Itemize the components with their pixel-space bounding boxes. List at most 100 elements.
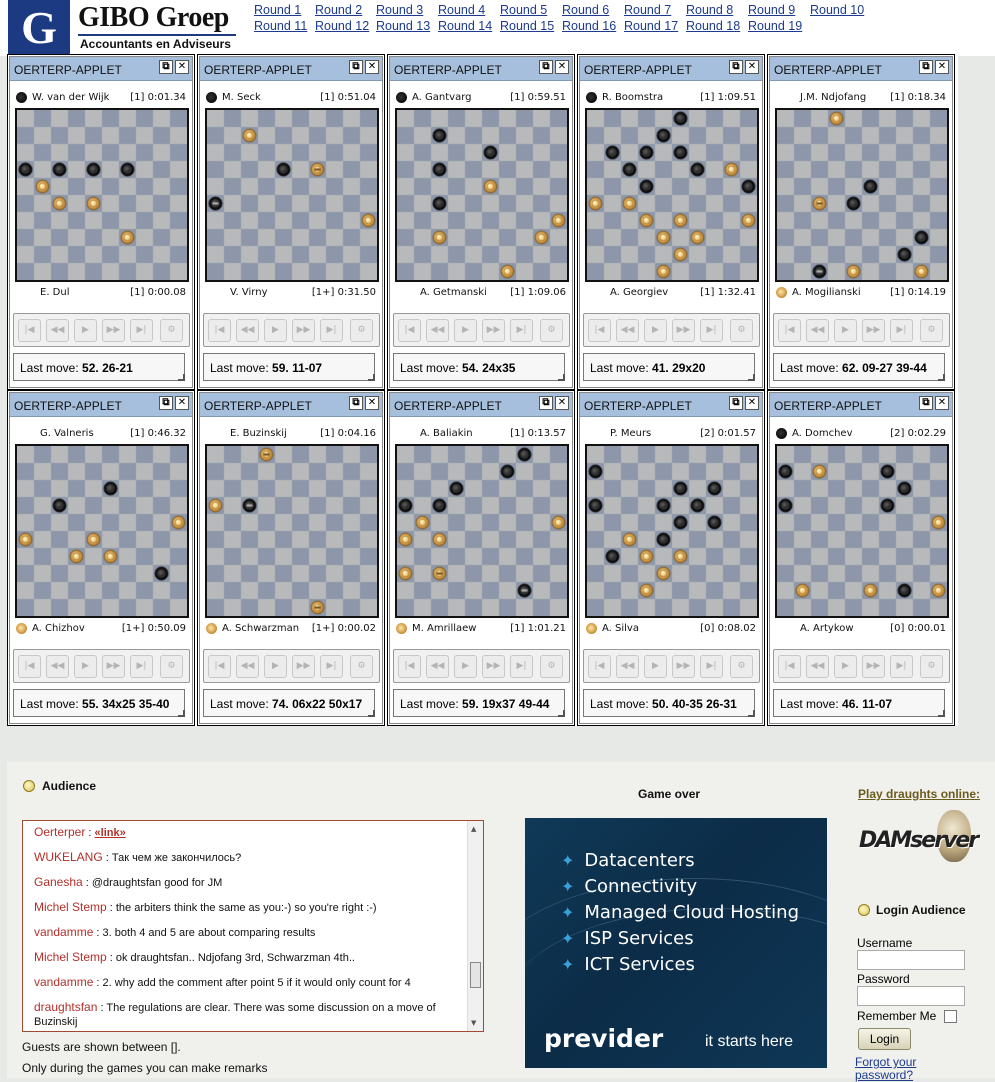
- round-link[interactable]: Round 17: [624, 18, 679, 33]
- round-link[interactable]: Round 18: [686, 18, 741, 33]
- round-link[interactable]: Round 13: [376, 18, 431, 33]
- popout-icon[interactable]: ⧉: [159, 396, 173, 410]
- first-move-icon[interactable]: |◀: [18, 319, 41, 342]
- next-move-icon[interactable]: ▶▶: [102, 319, 125, 342]
- next-move-icon[interactable]: ▶▶: [482, 655, 505, 678]
- next-move-icon[interactable]: ▶▶: [292, 319, 315, 342]
- first-move-icon[interactable]: |◀: [778, 655, 801, 678]
- settings-icon[interactable]: ⚙: [730, 655, 753, 678]
- last-move-icon[interactable]: ▶|: [890, 655, 913, 678]
- round-link[interactable]: Round 5: [500, 3, 548, 17]
- resize-grip-icon[interactable]: [178, 710, 185, 717]
- next-move-icon[interactable]: ▶▶: [672, 655, 695, 678]
- round-link[interactable]: Round 11: [254, 18, 308, 33]
- round-link[interactable]: Round 3: [376, 3, 424, 17]
- close-icon[interactable]: ✕: [555, 60, 569, 74]
- popout-icon[interactable]: ⧉: [919, 60, 933, 74]
- close-icon[interactable]: ✕: [365, 60, 379, 74]
- next-move-icon[interactable]: ▶▶: [862, 319, 885, 342]
- prev-move-icon[interactable]: ◀◀: [46, 319, 69, 342]
- play-icon[interactable]: ▶: [454, 319, 477, 342]
- popout-icon[interactable]: ⧉: [349, 396, 363, 410]
- first-move-icon[interactable]: |◀: [208, 319, 231, 342]
- round-link[interactable]: Round 8: [686, 3, 734, 17]
- login-button[interactable]: Login: [858, 1028, 911, 1050]
- chat-user[interactable]: Ganesha: [34, 875, 83, 889]
- play-icon[interactable]: ▶: [454, 655, 477, 678]
- round-link[interactable]: Round 7: [624, 3, 672, 17]
- draughts-board[interactable]: [395, 108, 569, 282]
- close-icon[interactable]: ✕: [745, 396, 759, 410]
- resize-grip-icon[interactable]: [558, 710, 565, 717]
- draughts-board[interactable]: [205, 108, 379, 282]
- round-link[interactable]: Round 16: [562, 18, 617, 33]
- settings-icon[interactable]: ⚙: [350, 655, 373, 678]
- close-icon[interactable]: ✕: [175, 396, 189, 410]
- last-move-icon[interactable]: ▶|: [320, 319, 343, 342]
- chat-link[interactable]: «link»: [94, 827, 126, 839]
- prev-move-icon[interactable]: ◀◀: [806, 319, 829, 342]
- last-move-icon[interactable]: ▶|: [510, 319, 533, 342]
- resize-grip-icon[interactable]: [368, 374, 375, 381]
- popout-icon[interactable]: ⧉: [919, 396, 933, 410]
- last-move-icon[interactable]: ▶|: [510, 655, 533, 678]
- close-icon[interactable]: ✕: [365, 396, 379, 410]
- prev-move-icon[interactable]: ◀◀: [426, 655, 449, 678]
- chat-user[interactable]: Oerterper: [34, 825, 86, 839]
- last-move-icon[interactable]: ▶|: [700, 319, 723, 342]
- play-icon[interactable]: ▶: [74, 655, 97, 678]
- scroll-thumb[interactable]: [470, 962, 481, 988]
- password-input[interactable]: [857, 986, 965, 1006]
- round-link[interactable]: Round 19: [748, 18, 803, 33]
- next-move-icon[interactable]: ▶▶: [102, 655, 125, 678]
- resize-grip-icon[interactable]: [558, 374, 565, 381]
- round-link[interactable]: Round 6: [562, 3, 610, 17]
- draughts-board[interactable]: [395, 444, 569, 618]
- resize-grip-icon[interactable]: [938, 374, 945, 381]
- draughts-board[interactable]: [775, 108, 949, 282]
- play-icon[interactable]: ▶: [834, 319, 857, 342]
- round-link[interactable]: Round 4: [438, 3, 486, 17]
- settings-icon[interactable]: ⚙: [920, 655, 943, 678]
- play-icon[interactable]: ▶: [74, 319, 97, 342]
- round-link[interactable]: Round 15: [500, 18, 555, 33]
- draughts-board[interactable]: [775, 444, 949, 618]
- play-icon[interactable]: ▶: [264, 655, 287, 678]
- username-input[interactable]: [857, 950, 965, 970]
- resize-grip-icon[interactable]: [368, 710, 375, 717]
- draughts-board[interactable]: [585, 444, 759, 618]
- last-move-icon[interactable]: ▶|: [890, 319, 913, 342]
- chat-user[interactable]: Michel Stemp: [34, 950, 107, 964]
- popout-icon[interactable]: ⧉: [729, 60, 743, 74]
- play-online-link[interactable]: Play draughts online:: [858, 787, 981, 801]
- settings-icon[interactable]: ⚙: [730, 319, 753, 342]
- prev-move-icon[interactable]: ◀◀: [236, 319, 259, 342]
- first-move-icon[interactable]: |◀: [398, 655, 421, 678]
- forgot-password-link[interactable]: Forgot your password?: [855, 1055, 917, 1082]
- damserver-logo[interactable]: DAMserver: [859, 810, 985, 866]
- next-move-icon[interactable]: ▶▶: [482, 319, 505, 342]
- first-move-icon[interactable]: |◀: [588, 319, 611, 342]
- play-icon[interactable]: ▶: [834, 655, 857, 678]
- play-icon[interactable]: ▶: [644, 655, 667, 678]
- prev-move-icon[interactable]: ◀◀: [806, 655, 829, 678]
- settings-icon[interactable]: ⚙: [160, 655, 183, 678]
- next-move-icon[interactable]: ▶▶: [672, 319, 695, 342]
- prev-move-icon[interactable]: ◀◀: [616, 655, 639, 678]
- previder-ad[interactable]: ✦ Datacenters ✦ Connectivity ✦ Managed Cloud …: [525, 818, 827, 1068]
- prev-move-icon[interactable]: ◀◀: [616, 319, 639, 342]
- round-link[interactable]: Round 9: [748, 3, 796, 17]
- popout-icon[interactable]: ⧉: [349, 60, 363, 74]
- play-icon[interactable]: ▶: [644, 319, 667, 342]
- settings-icon[interactable]: ⚙: [160, 319, 183, 342]
- draughts-board[interactable]: [15, 108, 189, 282]
- close-icon[interactable]: ✕: [935, 396, 949, 410]
- resize-grip-icon[interactable]: [748, 374, 755, 381]
- close-icon[interactable]: ✕: [555, 396, 569, 410]
- resize-grip-icon[interactable]: [748, 710, 755, 717]
- remember-checkbox[interactable]: [944, 1010, 957, 1023]
- next-move-icon[interactable]: ▶▶: [292, 655, 315, 678]
- round-link[interactable]: Round 2: [315, 3, 363, 17]
- draughts-board[interactable]: [585, 108, 759, 282]
- draughts-board[interactable]: [205, 444, 379, 618]
